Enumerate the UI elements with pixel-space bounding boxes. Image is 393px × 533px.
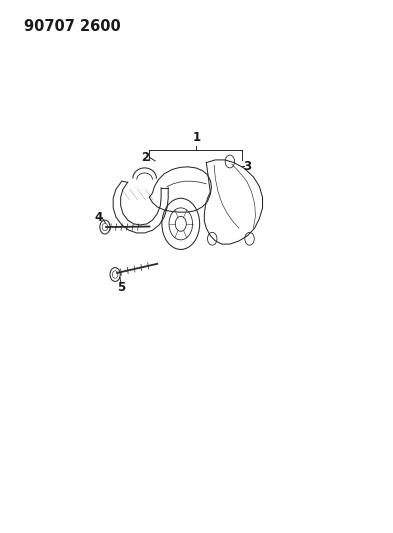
Text: 2: 2	[141, 151, 149, 164]
Text: 3: 3	[244, 160, 252, 173]
Text: 4: 4	[94, 211, 102, 224]
Text: 90707 2600: 90707 2600	[24, 19, 120, 34]
Text: 1: 1	[193, 131, 200, 144]
Text: 5: 5	[117, 281, 125, 294]
